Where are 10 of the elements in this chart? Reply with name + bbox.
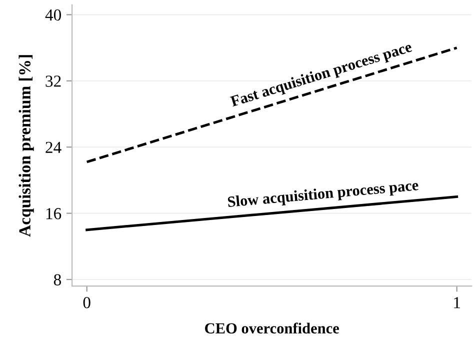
y-tick-label: 8: [54, 274, 61, 286]
y-tick-label: 32: [46, 76, 61, 87]
x-tick-label: 1: [454, 297, 460, 308]
y-tick-label: 24: [46, 142, 62, 153]
x-axis-title: CEO overconfidence: [205, 322, 339, 334]
y-axis-title: Acquisition premium [%]: [18, 55, 34, 237]
x-tick-label: 0: [83, 297, 90, 308]
text: Slow acquisition process pace: [228, 179, 419, 210]
y-tick-label: 40: [45, 9, 61, 21]
y-tick-label: 16: [46, 208, 62, 220]
